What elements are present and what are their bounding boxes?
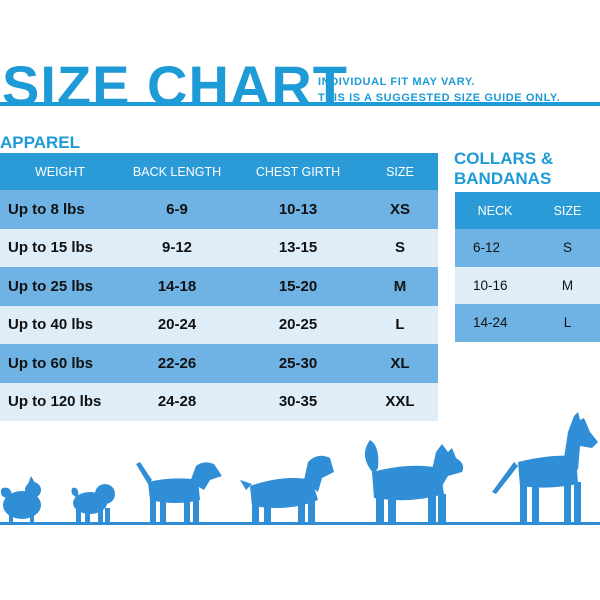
cell-weight: Up to 60 lbs: [0, 344, 120, 383]
beagle-icon: [136, 462, 222, 522]
cell-back-length: 6-9: [120, 190, 234, 229]
col-header-size: SIZE: [362, 153, 438, 190]
great-dane-icon: [492, 412, 598, 522]
table-row: Up to 40 lbs 20-24 20-25 L: [0, 305, 438, 344]
cell-weight: Up to 8 lbs: [0, 190, 120, 229]
cell-collar-size: S: [535, 229, 600, 267]
cell-size: S: [362, 228, 438, 267]
fit-disclaimer: INDIVIDUAL FIT MAY VARY. THIS IS A SUGGE…: [318, 74, 560, 106]
col-header-collar-size: SIZE: [535, 192, 600, 229]
table-row: 10-16 M: [455, 266, 600, 304]
husky-icon: [364, 440, 464, 522]
table-row: Up to 8 lbs 6-9 10-13 XS: [0, 190, 438, 229]
pug-icon: [71, 484, 115, 522]
apparel-heading: APPAREL: [0, 133, 80, 152]
cell-collar-size: L: [535, 304, 600, 342]
cell-size: L: [362, 305, 438, 344]
cell-chest-girth: 30-35: [234, 382, 362, 421]
spaniel-icon: [240, 455, 334, 522]
col-header-weight: WEIGHT: [0, 153, 120, 190]
cell-weight: Up to 120 lbs: [0, 382, 120, 421]
cell-back-length: 22-26: [120, 344, 234, 383]
cell-chest-girth: 20-25: [234, 305, 362, 344]
collar-header-row: NECK SIZE: [455, 192, 600, 229]
cell-neck: 6-12: [455, 229, 535, 267]
ground-line: [0, 522, 600, 525]
cell-size: XL: [362, 344, 438, 383]
cell-size: XXL: [362, 382, 438, 421]
cell-weight: Up to 15 lbs: [0, 228, 120, 267]
collars-heading: COLLARS & BANDANAS: [454, 149, 553, 189]
pomeranian-icon: [0, 476, 41, 522]
apparel-size-table: WEIGHT BACK LENGTH CHEST GIRTH SIZE Up t…: [0, 153, 438, 421]
cell-chest-girth: 10-13: [234, 190, 362, 229]
table-row: Up to 120 lbs 24-28 30-35 XXL: [0, 382, 438, 421]
title-underline: [0, 102, 600, 106]
cell-back-length: 20-24: [120, 305, 234, 344]
cell-size: XS: [362, 190, 438, 229]
table-row: Up to 60 lbs 22-26 25-30 XL: [0, 344, 438, 383]
col-header-neck: NECK: [455, 192, 535, 229]
cell-neck: 14-24: [455, 304, 535, 342]
cell-chest-girth: 13-15: [234, 228, 362, 267]
cell-back-length: 14-18: [120, 267, 234, 306]
cell-weight: Up to 40 lbs: [0, 305, 120, 344]
cell-chest-girth: 25-30: [234, 344, 362, 383]
cell-weight: Up to 25 lbs: [0, 267, 120, 306]
cell-size: M: [362, 267, 438, 306]
cell-back-length: 24-28: [120, 382, 234, 421]
collar-size-table: NECK SIZE 6-12 S 10-16 M 14-24 L: [455, 192, 600, 342]
apparel-header-row: WEIGHT BACK LENGTH CHEST GIRTH SIZE: [0, 153, 438, 190]
table-row: Up to 15 lbs 9-12 13-15 S: [0, 228, 438, 267]
cell-chest-girth: 15-20: [234, 267, 362, 306]
collars-heading-line-1: COLLARS &: [454, 149, 554, 168]
cell-neck: 10-16: [455, 266, 535, 304]
disclaimer-line-1: INDIVIDUAL FIT MAY VARY.: [318, 76, 476, 88]
cell-back-length: 9-12: [120, 228, 234, 267]
table-row: Up to 25 lbs 14-18 15-20 M: [0, 267, 438, 306]
cell-collar-size: M: [535, 266, 600, 304]
disclaimer-line-2: THIS IS A SUGGESTED SIZE GUIDE ONLY.: [318, 92, 561, 104]
dog-silhouettes: [0, 412, 600, 525]
collars-heading-line-2: BANDANAS: [454, 169, 552, 188]
col-header-chest-girth: CHEST GIRTH: [234, 153, 362, 190]
col-header-back-length: BACK LENGTH: [120, 153, 234, 190]
table-row: 14-24 L: [455, 304, 600, 342]
table-row: 6-12 S: [455, 229, 600, 267]
